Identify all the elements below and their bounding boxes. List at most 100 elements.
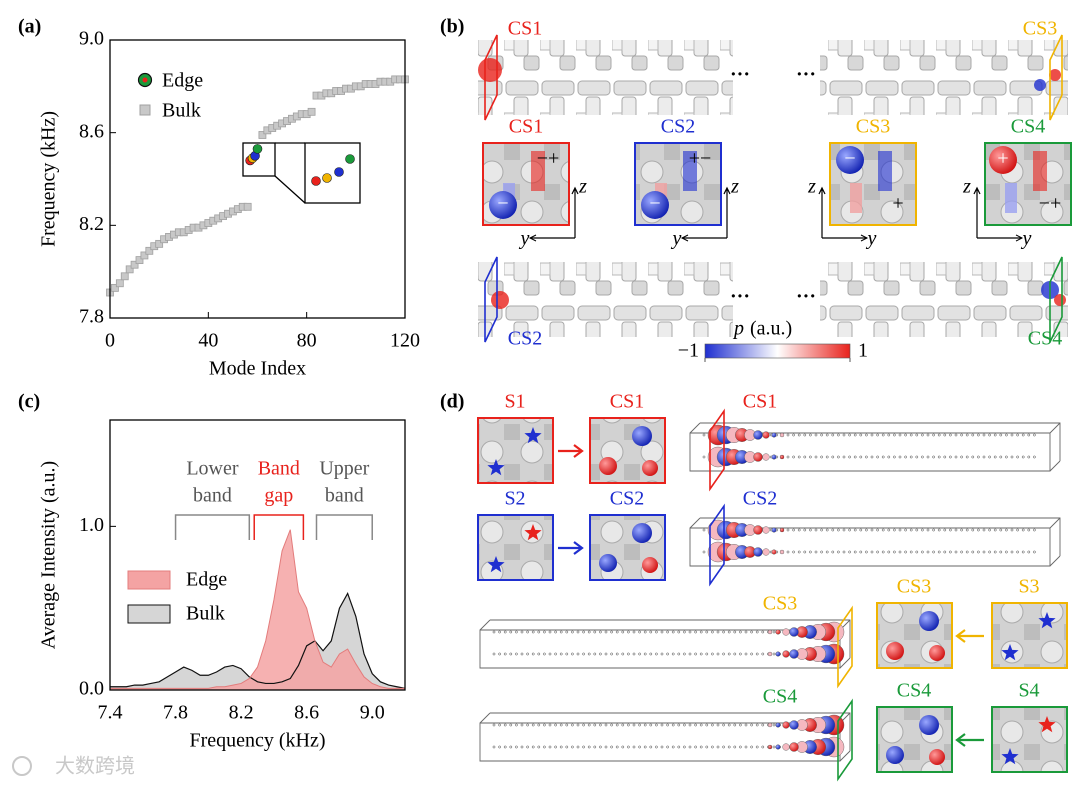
dot [503, 745, 507, 749]
dot [722, 745, 725, 749]
field-ball [836, 146, 864, 174]
chain [478, 40, 733, 115]
dot [666, 630, 669, 634]
dot [1033, 550, 1036, 554]
dot [993, 528, 997, 532]
dot [643, 652, 647, 656]
field-band [531, 151, 545, 191]
dot [859, 550, 863, 554]
dot [582, 745, 585, 749]
dot [643, 745, 647, 749]
dot [797, 550, 801, 554]
dot [548, 723, 552, 727]
dot [893, 528, 896, 532]
dot [716, 745, 720, 749]
dot [610, 723, 613, 727]
area-line [110, 529, 405, 689]
dot [716, 723, 720, 727]
tube-label: CS3 [763, 593, 797, 615]
dot [520, 745, 524, 749]
star [487, 459, 505, 476]
dot [599, 723, 602, 727]
dot [688, 723, 692, 727]
dot [982, 455, 986, 459]
dot [722, 652, 725, 656]
chain [820, 262, 1068, 337]
dot [837, 433, 840, 437]
dot [677, 630, 681, 634]
field-ball [753, 430, 763, 440]
field-ball [989, 146, 1017, 174]
dot [722, 723, 725, 727]
dot [988, 550, 991, 554]
dot [887, 550, 891, 554]
dot [965, 433, 969, 437]
dot [543, 723, 546, 727]
dot [537, 745, 541, 749]
dot [876, 528, 879, 532]
dot [761, 630, 765, 634]
dot [755, 652, 759, 656]
dot [509, 652, 513, 656]
dot [711, 723, 714, 727]
area-line [110, 592, 406, 689]
dot [1005, 455, 1008, 459]
field-ball [762, 453, 770, 461]
y-tick-label: 7.8 [79, 306, 104, 328]
dot [786, 550, 790, 554]
dot [772, 652, 776, 656]
dot [503, 723, 507, 727]
dot [1016, 528, 1019, 532]
bulk-point [120, 272, 129, 281]
dot [909, 455, 913, 459]
dot [803, 433, 807, 437]
mode-box [477, 417, 554, 484]
dot [1033, 455, 1036, 459]
y-tick-label: 8.2 [79, 213, 104, 235]
dot [993, 455, 997, 459]
field-ball [789, 627, 799, 637]
panel-label: (a) [18, 16, 41, 38]
dot [831, 433, 835, 437]
star [487, 556, 505, 573]
star [524, 524, 542, 541]
field-ball [775, 722, 781, 728]
dot [982, 528, 986, 532]
dot [876, 550, 879, 554]
dot [825, 455, 829, 459]
dot [1010, 528, 1014, 532]
dot [716, 630, 720, 634]
dot [666, 745, 669, 749]
dot [971, 550, 975, 554]
dot [865, 433, 868, 437]
mode-box-bg [992, 603, 1067, 668]
mode-box [876, 706, 953, 773]
dot [1005, 528, 1008, 532]
section-plane [484, 34, 498, 121]
chain-label: CS3 [1023, 18, 1057, 40]
dot [531, 630, 535, 634]
dot [971, 455, 975, 459]
dot [683, 745, 686, 749]
field-ball [782, 743, 790, 751]
field-ball [771, 527, 777, 533]
dot [825, 433, 829, 437]
dot [792, 528, 795, 532]
x-axis-label: Mode Index [209, 358, 306, 380]
dot [621, 652, 625, 656]
tube [689, 422, 1061, 472]
dot [786, 455, 790, 459]
dot [509, 745, 513, 749]
legend-marker-core [142, 77, 148, 83]
dot [649, 630, 653, 634]
field-ball [762, 548, 770, 556]
axis-v-label: z [730, 176, 739, 198]
dot [548, 630, 552, 634]
axis-h-label: y [519, 228, 530, 250]
axis-v-label: z [578, 176, 587, 198]
dot [632, 630, 636, 634]
dot [492, 745, 496, 749]
mode-box-label: CS2 [610, 488, 644, 510]
dot [548, 745, 552, 749]
dot [537, 652, 541, 656]
